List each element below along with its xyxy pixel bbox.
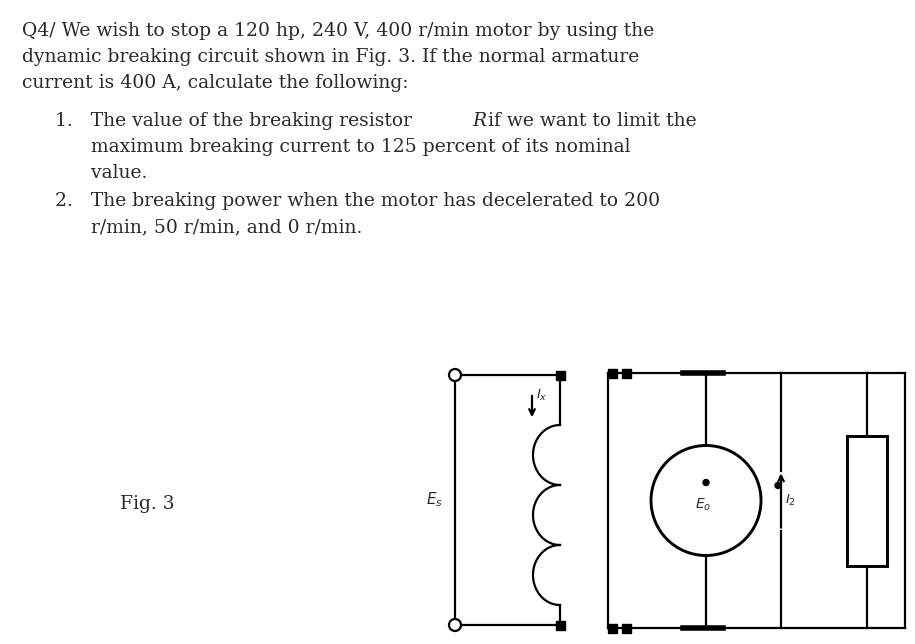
Text: current is 400 A, calculate the following:: current is 400 A, calculate the followin… (22, 74, 408, 92)
Text: R: R (472, 112, 486, 130)
Text: maximum breaking current to 125 percent of its nominal: maximum breaking current to 125 percent … (55, 138, 630, 156)
Text: $E_s$: $E_s$ (426, 491, 443, 509)
Text: Q4/ We wish to stop a 120 hp, 240 V, 400 r/min motor by using the: Q4/ We wish to stop a 120 hp, 240 V, 400… (22, 22, 654, 40)
Text: 1.   The value of the breaking resistor: 1. The value of the breaking resistor (55, 112, 418, 130)
Text: r/min, 50 r/min, and 0 r/min.: r/min, 50 r/min, and 0 r/min. (55, 218, 362, 236)
Bar (555, 621, 565, 629)
Bar (621, 623, 630, 632)
Circle shape (651, 446, 761, 556)
Bar (621, 368, 630, 377)
Text: R: R (863, 493, 873, 507)
Circle shape (775, 482, 781, 489)
Bar (608, 368, 617, 377)
Text: dynamic breaking circuit shown in Fig. 3. If the normal armature: dynamic breaking circuit shown in Fig. 3… (22, 48, 640, 66)
Text: $\it{E_o}$: $\it{E_o}$ (694, 497, 711, 513)
Text: $I_x$: $I_x$ (536, 388, 547, 402)
Text: Fig. 3: Fig. 3 (120, 495, 175, 513)
Text: 2.   The breaking power when the motor has decelerated to 200: 2. The breaking power when the motor has… (55, 192, 660, 210)
Circle shape (703, 480, 709, 486)
Circle shape (449, 619, 461, 631)
Bar (555, 370, 565, 379)
Text: value.: value. (55, 164, 147, 182)
Bar (847, 435, 887, 565)
Bar (608, 623, 617, 632)
Text: if we want to limit the: if we want to limit the (482, 112, 696, 130)
Text: $I_2$: $I_2$ (785, 493, 796, 508)
Circle shape (449, 369, 461, 381)
